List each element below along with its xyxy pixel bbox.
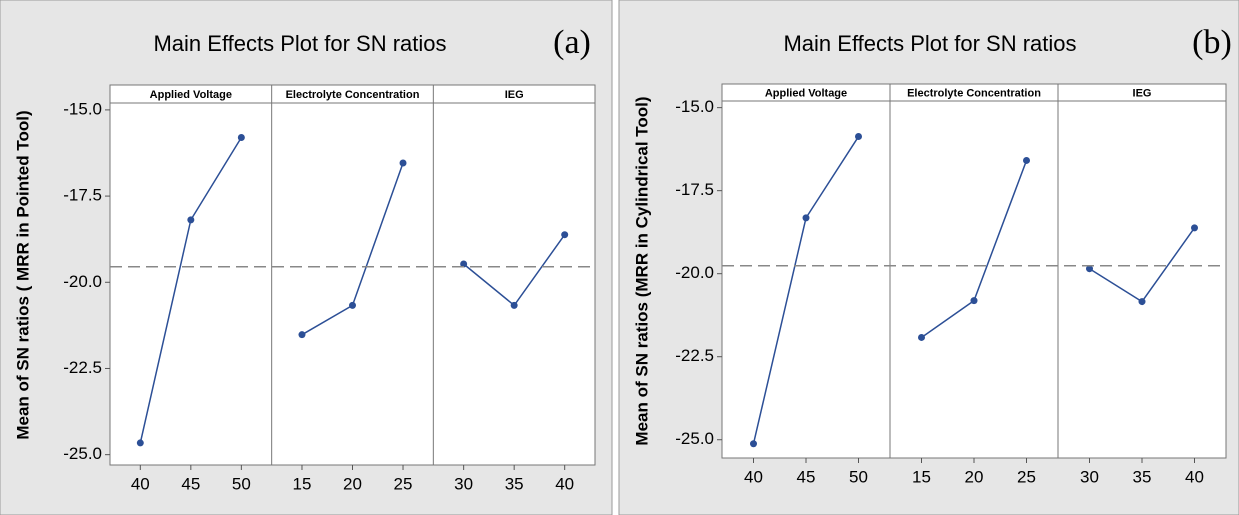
effect-point <box>298 331 306 339</box>
x-tick-label: 20 <box>343 474 362 493</box>
y-tick-label: -15.0 <box>675 97 714 116</box>
x-tick-label: 15 <box>293 474 312 493</box>
x-tick-label: 45 <box>181 474 200 493</box>
effect-point <box>855 133 862 141</box>
chart-title: Main Effects Plot for SN ratios <box>153 31 446 56</box>
effect-point <box>399 159 407 167</box>
effect-point <box>1191 224 1198 232</box>
factor-label: Electrolyte Concentration <box>907 87 1041 99</box>
x-tick-label: 40 <box>744 467 763 486</box>
y-tick-label: -15.0 <box>63 99 102 118</box>
panel-tag: (b) <box>1192 24 1232 61</box>
x-tick-label: 30 <box>454 474 473 493</box>
effect-point <box>136 439 144 447</box>
effect-point <box>1138 298 1146 306</box>
plot-area <box>721 83 1227 459</box>
effect-point <box>1086 265 1093 273</box>
y-tick-label: -25.0 <box>675 429 714 448</box>
x-tick-label: 50 <box>849 467 868 486</box>
x-tick-label: 50 <box>232 474 251 493</box>
y-tick-label: -20.0 <box>675 263 714 282</box>
x-tick-label: 45 <box>797 467 816 486</box>
y-tick-label: -25.0 <box>63 444 102 463</box>
y-tick-label: -20.0 <box>63 272 102 291</box>
panel-tag: (a) <box>553 24 591 61</box>
factor-label: Electrolyte Concentration <box>286 89 420 101</box>
x-tick-label: 25 <box>394 474 413 493</box>
y-axis-label: Mean of SN ratios (MRR in Cylindrical To… <box>632 96 651 445</box>
y-tick-label: -17.5 <box>63 186 102 205</box>
x-tick-label: 35 <box>505 474 524 493</box>
x-tick-label: 15 <box>912 467 931 486</box>
effect-point <box>349 301 356 309</box>
effect-point <box>1023 156 1030 164</box>
effect-point <box>561 231 569 239</box>
y-tick-label: -22.5 <box>63 358 102 377</box>
effect-point <box>918 333 925 341</box>
effect-point <box>510 301 518 309</box>
y-tick-label: -22.5 <box>675 346 714 365</box>
x-tick-label: 40 <box>131 474 150 493</box>
plot-area <box>109 84 596 466</box>
effect-point <box>187 216 195 224</box>
factor-label: Applied Voltage <box>150 89 232 101</box>
x-tick-label: 20 <box>965 467 984 486</box>
factor-label: IEG <box>1133 87 1152 99</box>
chart-title: Main Effects Plot for SN ratios <box>783 31 1076 56</box>
x-tick-label: 40 <box>555 474 574 493</box>
y-axis-label: Mean of SN ratios ( MRR in Pointed Tool) <box>13 110 32 439</box>
x-tick-label: 30 <box>1080 467 1099 486</box>
effect-point <box>750 440 757 448</box>
x-tick-label: 35 <box>1133 467 1152 486</box>
x-tick-label: 40 <box>1185 467 1204 486</box>
x-tick-label: 25 <box>1017 467 1036 486</box>
factor-label: Applied Voltage <box>765 87 847 99</box>
effect-point <box>970 297 978 305</box>
effect-point <box>802 214 810 222</box>
y-tick-label: -17.5 <box>675 180 714 199</box>
effect-point <box>237 133 245 141</box>
factor-label: IEG <box>505 89 524 101</box>
effect-point <box>460 260 468 268</box>
